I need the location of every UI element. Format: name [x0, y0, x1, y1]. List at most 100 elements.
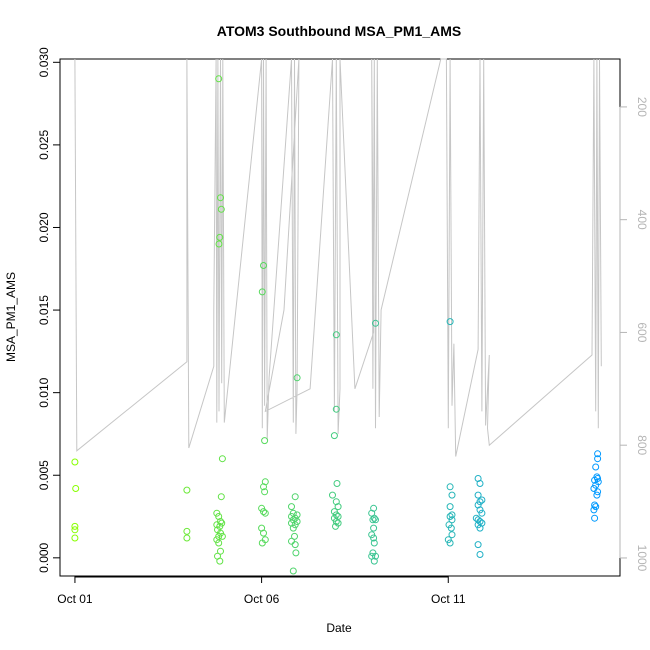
data-point — [217, 194, 224, 202]
data-point — [594, 450, 602, 458]
data-point — [446, 539, 454, 547]
data-point — [592, 503, 600, 511]
data-point — [261, 488, 269, 496]
data-point — [218, 455, 226, 463]
chart-title: ATOM3 Southbound MSA_PM1_AMS — [217, 23, 461, 39]
x-tick-label: Oct 01 — [57, 592, 93, 606]
data-point — [71, 522, 79, 530]
data-point — [217, 205, 225, 213]
data-point — [447, 524, 455, 532]
data-point — [332, 405, 340, 413]
data-point — [333, 480, 341, 487]
data-point — [446, 318, 454, 326]
data-point — [289, 567, 297, 575]
data-point — [293, 374, 301, 382]
data-point — [370, 539, 378, 547]
data-point — [369, 516, 377, 524]
data-point — [183, 486, 191, 494]
data-point — [329, 491, 336, 499]
data-point — [215, 75, 223, 83]
data-point — [288, 503, 295, 511]
x-tick-label: Oct 11 — [431, 592, 466, 606]
data-point — [478, 509, 486, 517]
data-point — [372, 552, 379, 560]
y-axis: 0.000 0.005 0.010 0.015 0.020 0.025 0.030 — [37, 47, 61, 573]
data-point — [448, 531, 456, 539]
data-point — [332, 331, 340, 339]
data-point — [474, 491, 482, 499]
data-point — [291, 493, 299, 501]
y-tick-label: 0.030 — [37, 47, 51, 77]
x-tick-label: Oct 06 — [244, 592, 280, 606]
altitude-line — [74, 58, 602, 457]
data-point — [71, 458, 79, 466]
data-point — [446, 503, 454, 511]
data-point — [591, 476, 599, 484]
data-point — [332, 498, 340, 506]
data-point — [448, 516, 456, 524]
data-point — [594, 455, 602, 463]
data-point — [370, 557, 378, 565]
data-point — [292, 549, 300, 557]
data-point — [215, 539, 223, 547]
y-tick-label: 0.005 — [37, 460, 51, 490]
data-point — [216, 233, 224, 241]
points-layer — [71, 75, 602, 575]
y2-axis: 200 400 600 800 1000 — [619, 97, 649, 572]
data-point — [372, 319, 379, 327]
y2-tick-label: 200 — [635, 97, 649, 117]
data-point — [260, 529, 267, 537]
data-point — [372, 516, 379, 524]
data-point — [448, 511, 456, 519]
y2-tick-label: 800 — [635, 435, 649, 455]
y-tick-label: 0.010 — [37, 377, 51, 407]
data-point — [260, 483, 267, 491]
data-point — [476, 480, 484, 487]
data-point — [448, 491, 456, 499]
data-point — [288, 537, 295, 545]
data-point — [217, 493, 225, 501]
data-point — [71, 534, 79, 542]
data-point — [217, 547, 224, 555]
data-point — [215, 240, 223, 248]
data-point — [334, 503, 342, 511]
data-point — [289, 524, 297, 532]
data-point — [594, 488, 602, 496]
y-axis-label: MSA_PM1_AMS — [4, 272, 18, 362]
y-tick-label: 0.015 — [37, 295, 51, 325]
data-point — [591, 514, 599, 522]
y-tick-label: 0.020 — [37, 212, 51, 242]
data-point — [472, 514, 480, 522]
data-point — [183, 534, 191, 542]
data-point — [446, 483, 454, 491]
data-point — [370, 534, 378, 542]
data-point — [216, 557, 224, 565]
data-point — [478, 496, 486, 504]
data-point — [592, 463, 600, 471]
data-point — [332, 522, 339, 530]
data-point — [592, 481, 600, 489]
x-axis: Oct 01 Oct 06 Oct 11 — [57, 576, 466, 606]
data-point — [591, 501, 599, 509]
data-point — [370, 524, 378, 532]
y-tick-label: 0.000 — [37, 542, 51, 572]
data-point — [474, 541, 482, 549]
data-point — [332, 518, 340, 525]
data-point — [476, 524, 484, 532]
data-point — [72, 485, 80, 492]
data-point — [258, 288, 266, 296]
data-point — [288, 513, 295, 520]
y2-tick-label: 600 — [635, 322, 649, 342]
y-tick-label: 0.025 — [37, 130, 51, 160]
data-point — [71, 526, 79, 534]
data-point — [330, 432, 338, 440]
data-point — [593, 491, 601, 499]
data-point — [590, 506, 598, 514]
data-point — [260, 262, 267, 269]
data-point — [261, 437, 269, 445]
data-point — [291, 541, 299, 549]
data-point — [291, 532, 298, 540]
data-point — [476, 551, 484, 558]
data-point — [183, 527, 191, 535]
